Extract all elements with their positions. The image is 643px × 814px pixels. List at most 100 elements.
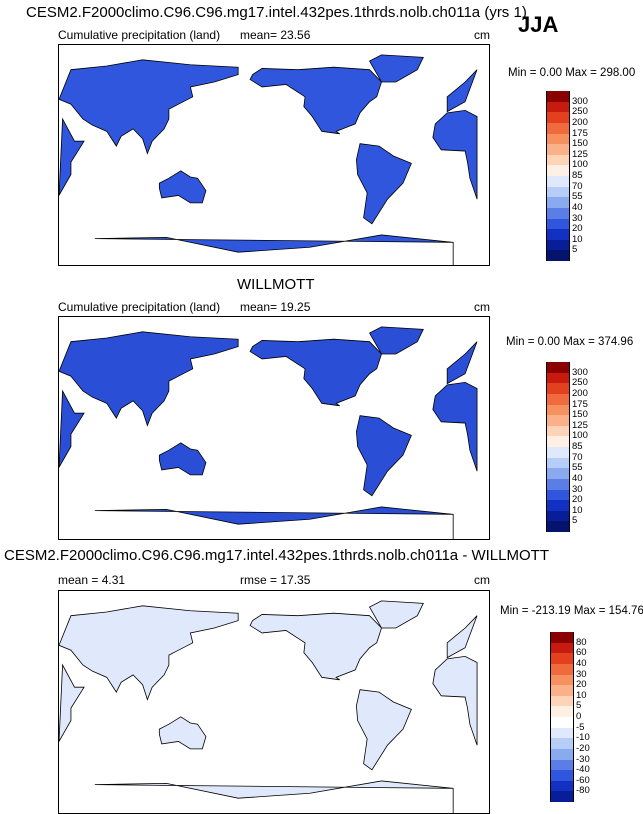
colorbar-label: 250 [572,106,588,118]
greenland-land [369,54,424,83]
colorbar-label: 55 [572,462,583,474]
colorbar-swatch [551,695,573,707]
colorbar-label: 30 [572,212,583,224]
panel3-minmax: Min = -213.19 Max = 154.76 [500,605,643,617]
colorbar-label: -80 [576,785,590,797]
colorbar-label: 40 [576,657,587,669]
colorbar-swatch [547,415,569,426]
colorbar-swatch [547,112,569,123]
panel3-units: cm [474,573,490,587]
colorbar-label: 40 [572,472,583,484]
colorbar-swatch [547,176,569,187]
colorbar-swatch [551,674,573,686]
season-label: JJA [518,12,559,37]
colorbar-swatch [551,663,573,675]
colorbar-label: 10 [572,504,583,516]
colorbar-swatch [551,632,573,643]
colorbar-label: 125 [572,419,588,431]
colorbar-swatch [547,101,569,113]
australia-land [158,170,207,204]
antarctica-land [94,780,454,813]
colorbar-label: 300 [572,366,588,378]
eurasia-land [59,331,239,427]
panel2-map [58,316,490,540]
colorbar-label: 10 [576,689,587,701]
eurasia-west-land [446,615,478,659]
panel2-minmax: Min = 0.00 Max = 374.96 [506,336,634,348]
panel1-mean: mean= 23.56 [240,28,311,42]
eurasia-land [59,605,239,701]
colorbar-label: 200 [572,116,588,128]
australia-land [158,716,207,750]
colorbar-swatch [547,362,569,373]
north-america-land [249,66,382,135]
colorbar-label: 30 [576,668,587,680]
south-america-land [356,689,412,771]
colorbar-label: 55 [572,191,583,203]
colorbar-swatch [547,239,569,251]
antarctica-land [94,234,454,265]
panel3-map [58,590,490,814]
colorbar-swatch [547,133,569,145]
antarctica-land [94,506,454,539]
colorbar-swatch [551,748,573,760]
africa-west-land [432,381,478,472]
colorbar-label: 125 [572,148,588,160]
colorbar-box [550,632,574,802]
colorbar-swatch [551,706,573,717]
map-canvas [59,45,489,265]
colorbar-label: 20 [576,679,587,691]
colorbar-label: 150 [572,138,588,150]
colorbar-swatch [547,478,569,490]
colorbar-label: 175 [572,398,588,410]
south-america-land [356,415,412,497]
colorbar-label: 40 [572,201,583,213]
colorbar-swatch [551,780,573,792]
colorbar-label: 100 [572,430,588,442]
colorbar-swatch [547,218,569,230]
colorbar-swatch [547,447,569,458]
africa-land [59,389,85,468]
africa-west-land [432,109,478,200]
panel2-title: WILLMOTT [237,276,315,293]
colorbar-box [546,91,570,261]
north-america-land [249,338,382,407]
map-canvas [59,317,489,539]
colorbar-swatch [551,685,573,696]
colorbar-swatch [551,642,573,654]
colorbar-label: 175 [572,127,588,139]
panel1-minmax: Min = 0.00 Max = 298.00 [508,67,636,79]
colorbar-label: -20 [576,742,590,754]
australia-land [158,442,207,476]
north-america-land [249,612,382,681]
colorbar-label: 85 [572,441,583,452]
colorbar-swatch [547,154,569,166]
colorbar-label: 20 [572,223,583,235]
colorbar-swatch [551,738,573,749]
colorbar-swatch [547,383,569,394]
colorbar-label: -30 [576,753,590,765]
colorbar-swatch [551,727,573,739]
colorbar-swatch [547,436,569,447]
colorbar-label: 30 [572,483,583,495]
colorbar-label: 5 [576,700,582,712]
colorbar-swatch [547,425,569,437]
colorbar-swatch [551,717,573,728]
colorbar-swatch [547,372,569,384]
panel3-title: CESM2.F2000climo.C96.C96.mg17.intel.432p… [4,547,549,564]
africa-west-land [432,655,478,746]
colorbar-label: 20 [572,494,583,506]
colorbar-swatch [547,91,569,102]
panel3-rmse: rmse = 17.35 [240,573,311,587]
colorbar-swatch [547,489,569,501]
map-canvas [59,591,489,813]
colorbar-label: 5 [572,515,578,527]
colorbar-swatch [547,250,569,261]
africa-land [59,117,85,196]
eurasia-land [59,59,239,155]
colorbar-swatch [551,791,573,802]
colorbar-label: 70 [572,180,583,192]
colorbar-swatch [547,229,569,240]
colorbar-label: 85 [572,170,583,181]
colorbar-label: 200 [572,387,588,399]
